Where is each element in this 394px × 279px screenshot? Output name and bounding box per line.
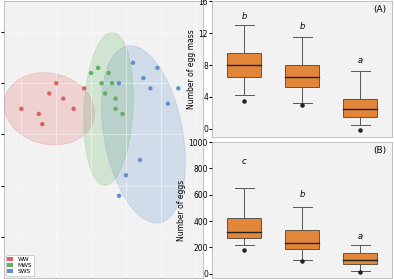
- Point: [53, 81, 59, 85]
- Bar: [343, 98, 377, 117]
- Point: [175, 86, 182, 91]
- Point: [112, 96, 119, 101]
- Point: [112, 107, 119, 111]
- Y-axis label: Number of eggs: Number of eggs: [177, 179, 186, 240]
- Legend: WW, MWS, SWS: WW, MWS, SWS: [6, 255, 34, 276]
- Point: [165, 102, 171, 106]
- Bar: [227, 53, 261, 77]
- Point: [116, 194, 122, 198]
- Point: [123, 173, 129, 177]
- Text: b: b: [299, 22, 305, 31]
- Text: c: c: [242, 157, 246, 166]
- Point: [39, 122, 45, 126]
- Y-axis label: Number of egg mass: Number of egg mass: [187, 29, 195, 109]
- Text: a: a: [358, 56, 363, 65]
- Point: [299, 103, 305, 107]
- Point: [137, 158, 143, 162]
- Point: [106, 71, 112, 75]
- Point: [357, 128, 363, 133]
- Point: [71, 107, 77, 111]
- Point: [116, 81, 122, 85]
- Text: (B): (B): [374, 146, 387, 155]
- Point: [95, 66, 101, 70]
- Point: [46, 91, 52, 96]
- Bar: [285, 65, 319, 87]
- Point: [36, 112, 42, 116]
- Ellipse shape: [102, 46, 186, 223]
- Point: [119, 112, 126, 116]
- Point: [241, 99, 247, 103]
- Ellipse shape: [4, 73, 95, 145]
- Bar: [343, 253, 377, 264]
- Point: [357, 270, 363, 275]
- Point: [154, 66, 160, 70]
- Point: [60, 96, 66, 101]
- Point: [102, 91, 108, 96]
- Point: [130, 61, 136, 65]
- Point: [81, 86, 87, 91]
- Point: [18, 107, 24, 111]
- Point: [109, 81, 115, 85]
- Point: [147, 86, 154, 91]
- Point: [241, 248, 247, 252]
- Bar: [227, 218, 261, 238]
- Point: [98, 81, 105, 85]
- Bar: [285, 230, 319, 249]
- Ellipse shape: [84, 32, 133, 185]
- Point: [299, 258, 305, 263]
- Point: [88, 71, 94, 75]
- Text: (A): (A): [374, 6, 387, 15]
- Text: b: b: [299, 190, 305, 199]
- Text: a: a: [358, 232, 363, 241]
- Point: [140, 76, 147, 80]
- Text: b: b: [242, 12, 247, 21]
